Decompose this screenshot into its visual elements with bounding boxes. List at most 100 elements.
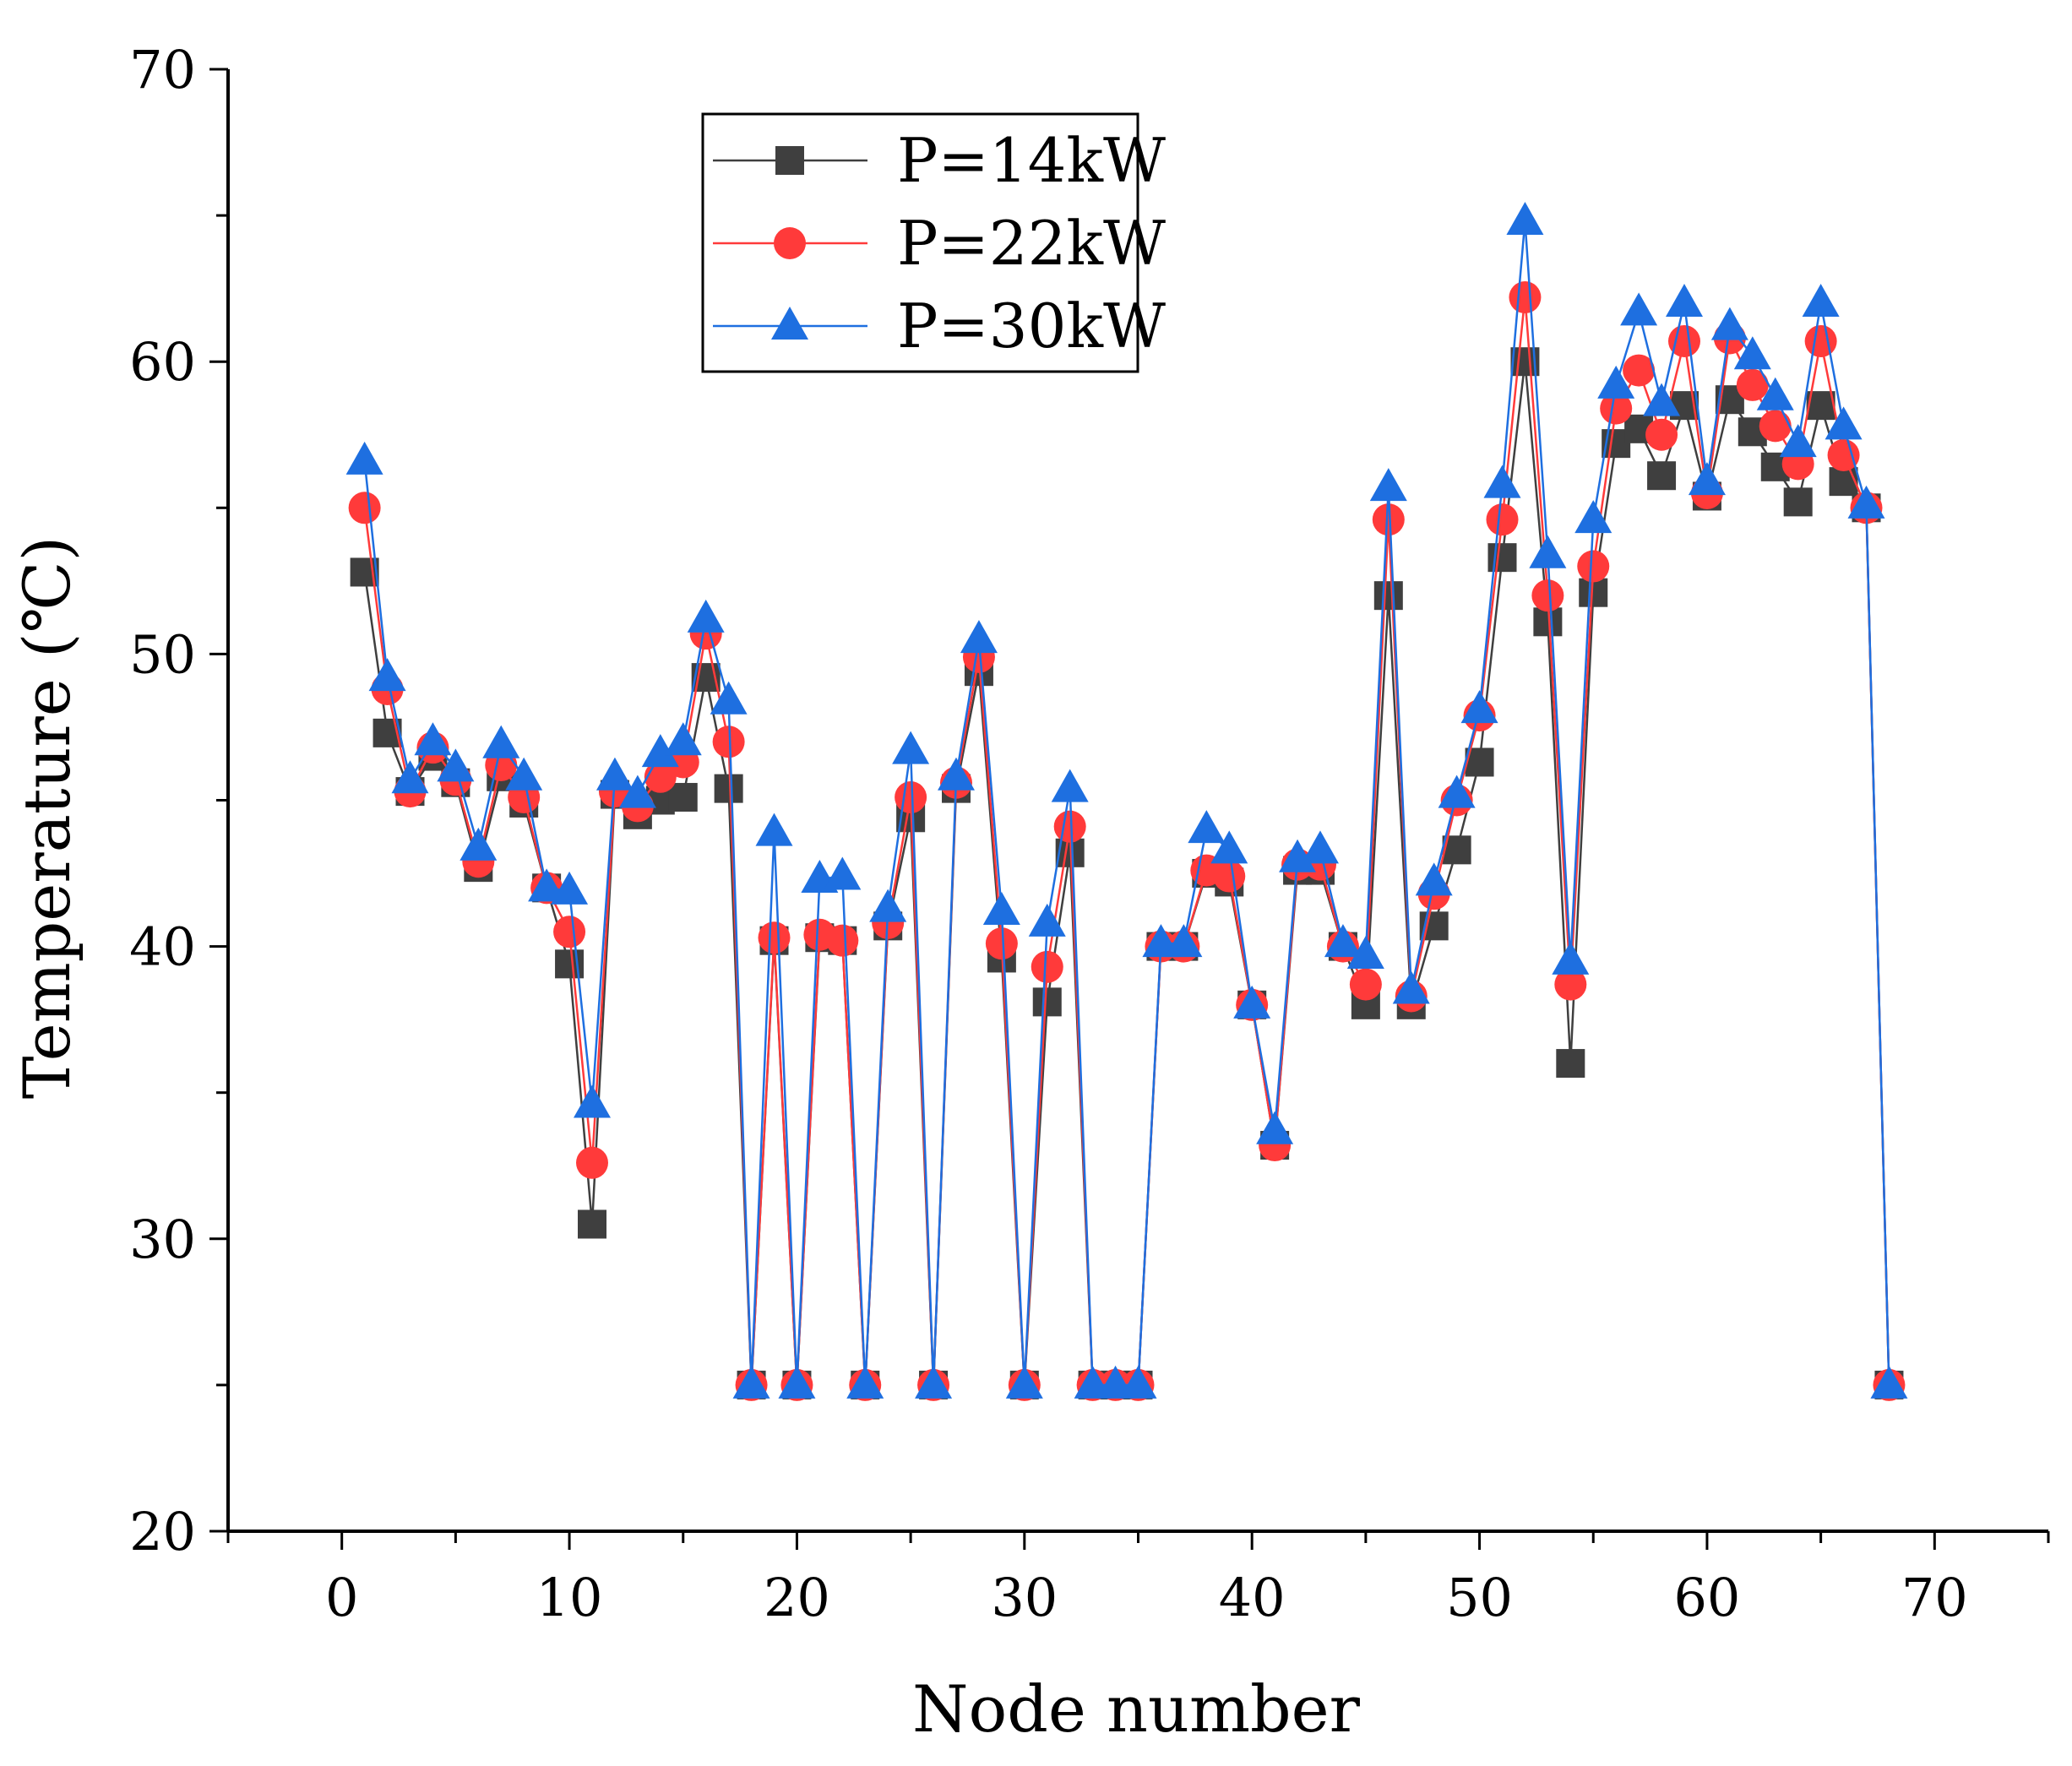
data-point-triangle: [892, 731, 930, 764]
data-point-triangle: [1460, 690, 1498, 724]
data-point-triangle: [1552, 941, 1590, 975]
data-point-triangle: [1643, 383, 1681, 416]
y-tick-label: 70: [129, 39, 196, 101]
data-point-triangle: [1210, 830, 1248, 864]
data-point-triangle: [1051, 769, 1089, 802]
data-point-triangle: [1392, 970, 1430, 1004]
data-point-triangle: [1529, 535, 1567, 568]
data-point-square: [578, 1209, 606, 1239]
data-point-triangle: [1119, 1365, 1157, 1399]
data-point-triangle: [482, 725, 520, 758]
y-tick-label: 20: [129, 1501, 196, 1562]
data-point-triangle: [1233, 985, 1271, 1019]
data-point-triangle: [345, 441, 383, 475]
data-point-triangle: [915, 1365, 953, 1399]
x-tick-label: 50: [1446, 1567, 1513, 1628]
data-point-circle: [1031, 950, 1063, 983]
legend-label: P=22kW: [897, 208, 1166, 279]
data-point-triangle: [960, 620, 998, 654]
data-point-triangle: [1028, 903, 1066, 937]
data-point-square: [1373, 581, 1403, 611]
data-point-circle: [1372, 503, 1405, 536]
y-tick-label: 30: [129, 1209, 196, 1270]
y-axis-title: Temperature (℃): [9, 536, 84, 1099]
data-point-circle: [553, 916, 586, 948]
legend: P=14kW P=22kW P=30kW: [701, 112, 1166, 373]
data-point-circle: [1736, 368, 1769, 401]
data-point-triangle: [368, 658, 406, 692]
data-point-triangle: [1165, 924, 1203, 958]
x-tick-label: 0: [325, 1567, 358, 1628]
data-point-circle: [1759, 410, 1792, 443]
data-point-circle: [758, 921, 791, 954]
data-point-triangle: [414, 722, 452, 756]
data-point-circle: [1668, 324, 1700, 357]
data-point-triangle: [846, 1365, 884, 1399]
data-point-circle: [712, 725, 745, 758]
legend-label: P=30kW: [897, 291, 1166, 361]
data-point-circle: [576, 1146, 608, 1179]
data-point-triangle: [755, 812, 793, 846]
data-point-triangle: [641, 734, 679, 768]
data-point-square: [1556, 1049, 1585, 1079]
axes-layer: 0 10 20 30 40 50 60 70 20 30 40 50 60 70: [129, 39, 2050, 1628]
data-point-triangle: [1369, 468, 1407, 502]
data-point-triangle: [1346, 935, 1384, 969]
data-point-circle: [1531, 579, 1564, 612]
x-tick-label: 40: [1219, 1567, 1286, 1628]
data-point-square: [1783, 487, 1813, 517]
legend-item: P=22kW: [713, 208, 1166, 279]
data-point-circle: [1645, 418, 1678, 451]
data-point-triangle: [551, 871, 589, 905]
data-point-triangle: [1415, 862, 1453, 896]
data-point-triangle: [732, 1365, 770, 1399]
data-point-triangle: [938, 757, 975, 791]
series-P=30kW: [345, 202, 1908, 1399]
data-point-triangle: [1597, 365, 1635, 399]
data-point-triangle: [1870, 1365, 1908, 1399]
data-point-triangle: [1188, 810, 1226, 844]
y-tick-label: 40: [129, 916, 196, 978]
data-point-triangle: [869, 888, 907, 922]
data-point-triangle: [1302, 830, 1339, 864]
data-point-circle: [1827, 438, 1860, 471]
data-point-triangle: [1483, 465, 1521, 498]
data-point-triangle: [1666, 283, 1703, 317]
data-point-triangle: [1710, 307, 1748, 340]
data-point-circle: [348, 492, 381, 524]
data-point-circle: [1554, 968, 1587, 1001]
x-tick-label: 10: [536, 1567, 603, 1628]
legend-label: P=14kW: [897, 125, 1166, 196]
data-point-triangle: [1756, 377, 1794, 410]
data-point-triangle: [1506, 202, 1544, 236]
data-point-triangle: [505, 757, 543, 791]
legend-marker-triangle: [771, 307, 808, 340]
data-point-square: [668, 783, 698, 812]
data-point-triangle: [1256, 1111, 1294, 1144]
x-axis-title: Node number: [912, 1671, 1361, 1747]
data-point-triangle: [391, 760, 429, 794]
data-point-triangle: [778, 1365, 816, 1399]
data-point-square: [555, 949, 585, 979]
data-point-square: [1032, 987, 1062, 1017]
data-point-triangle: [1802, 283, 1840, 317]
data-point-circle: [1509, 281, 1542, 314]
y-tick-label: 50: [129, 623, 196, 685]
data-point-circle: [1213, 860, 1246, 893]
data-point-triangle: [1688, 462, 1726, 496]
legend-item: P=30kW: [713, 291, 1166, 361]
x-tick-label: 30: [991, 1567, 1058, 1628]
data-point-triangle: [1733, 336, 1771, 370]
legend-marker-circle: [774, 227, 806, 259]
data-point-circle: [826, 924, 859, 957]
data-point-square: [1487, 543, 1517, 573]
data-point-triangle: [1847, 485, 1885, 519]
data-point-triangle: [528, 868, 566, 902]
data-point-triangle: [1620, 292, 1658, 326]
data-point-triangle: [460, 827, 498, 861]
data-point-triangle: [710, 681, 748, 715]
series-layer: [345, 202, 1908, 1401]
data-point-triangle: [1279, 839, 1317, 872]
